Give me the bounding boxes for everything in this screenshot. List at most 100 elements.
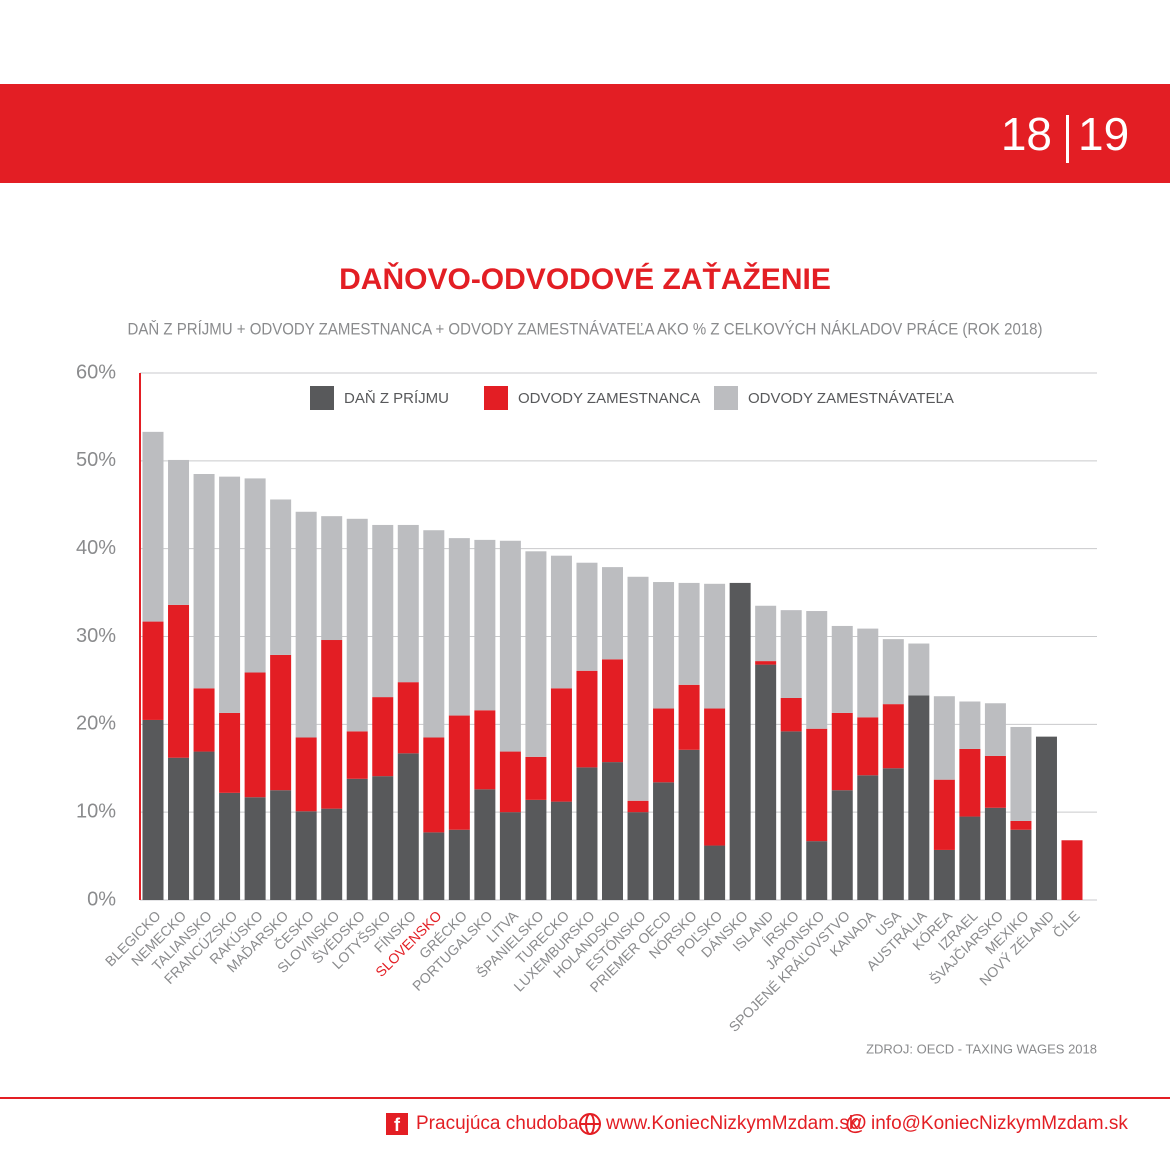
bar-segment bbox=[806, 728, 828, 842]
bar-segment bbox=[653, 582, 675, 709]
bar-segment bbox=[474, 789, 496, 900]
bar-segment bbox=[627, 812, 649, 900]
bar-segment bbox=[831, 790, 853, 900]
bar-segment bbox=[270, 499, 292, 655]
bar-segment bbox=[627, 800, 649, 813]
bar-segment bbox=[168, 757, 190, 900]
legend-swatch bbox=[484, 386, 508, 410]
y-tick-label: 40% bbox=[76, 537, 116, 559]
bar-segment bbox=[346, 778, 368, 900]
legend-swatch bbox=[310, 386, 334, 410]
bar-segment bbox=[755, 664, 777, 900]
page-separator bbox=[1066, 115, 1069, 163]
bar-segment bbox=[933, 779, 955, 850]
bar-segment bbox=[448, 538, 470, 716]
bar-segment bbox=[831, 712, 853, 791]
bar-segment bbox=[576, 562, 598, 671]
bar-segment bbox=[525, 756, 547, 800]
bar-segment bbox=[653, 782, 675, 900]
bar-segment bbox=[346, 518, 368, 732]
bar-segment bbox=[244, 797, 266, 900]
bar-segment bbox=[959, 816, 981, 900]
bar-segment bbox=[372, 776, 394, 900]
bar-segment bbox=[780, 697, 802, 732]
bar-segment bbox=[1061, 840, 1083, 900]
bar-segment bbox=[142, 431, 164, 622]
x-tick-label: ČILE bbox=[1049, 907, 1082, 940]
bar-segment bbox=[933, 849, 955, 900]
bar-segment bbox=[550, 555, 572, 689]
chart-subtitle: DAŇ Z PRÍJMU + ODVODY ZAMESTNANCA + ODVO… bbox=[128, 319, 1043, 338]
legend-label: ODVODY ZAMESTNÁVATEĽA bbox=[748, 390, 954, 407]
page-left: 18 bbox=[1001, 108, 1052, 160]
bar-segment bbox=[550, 801, 572, 900]
bar-segment bbox=[780, 731, 802, 900]
legend-label: ODVODY ZAMESTNANCA bbox=[518, 390, 700, 407]
bar-segment bbox=[270, 654, 292, 791]
bar-segment bbox=[372, 524, 394, 698]
bar-segment bbox=[576, 767, 598, 900]
bar-segment bbox=[423, 530, 445, 738]
bar-segment bbox=[704, 583, 726, 709]
y-tick-label: 60% bbox=[76, 361, 116, 383]
bar-segment bbox=[193, 688, 215, 752]
y-tick-label: 30% bbox=[76, 625, 116, 647]
at-icon: @ bbox=[845, 1110, 866, 1135]
bar-segment bbox=[984, 703, 1006, 756]
bar-segment bbox=[193, 474, 215, 689]
bar-segment bbox=[602, 567, 623, 660]
bar-segment bbox=[423, 737, 445, 833]
bar-segment bbox=[219, 476, 241, 713]
bar-segment bbox=[550, 688, 572, 802]
bar-segment bbox=[168, 459, 190, 605]
bar-segment bbox=[576, 670, 598, 768]
bar-segment bbox=[653, 708, 675, 783]
y-tick-label: 50% bbox=[76, 449, 116, 471]
bar-segment bbox=[908, 695, 930, 900]
bar-segment bbox=[755, 605, 777, 662]
bar-segment bbox=[755, 661, 777, 665]
bar-segment bbox=[882, 768, 904, 900]
bar-segment bbox=[882, 704, 904, 769]
bar-segment bbox=[1010, 726, 1032, 821]
bar-segment bbox=[321, 516, 343, 641]
y-tick-label: 10% bbox=[76, 800, 116, 822]
bar-segment bbox=[704, 845, 726, 900]
bar-segment bbox=[244, 478, 266, 673]
bar-segment bbox=[499, 540, 521, 752]
bar-segment bbox=[602, 659, 623, 763]
bar-segment bbox=[448, 715, 470, 830]
bar-segment bbox=[1035, 736, 1057, 900]
bar-segment bbox=[933, 696, 955, 780]
bar-segment bbox=[525, 799, 547, 900]
facebook-glyph: f bbox=[394, 1115, 401, 1135]
bar-segment bbox=[193, 751, 215, 900]
footer-email[interactable]: info@KoniecNizkymMzdam.sk bbox=[871, 1113, 1128, 1134]
bar-segment bbox=[882, 639, 904, 705]
bar-segment bbox=[806, 611, 828, 729]
footer-facebook[interactable]: Pracujúca chudoba bbox=[416, 1113, 579, 1134]
bar-segment bbox=[525, 551, 547, 757]
bar-segment bbox=[295, 511, 317, 738]
legend-label: DAŇ Z PRÍJMU bbox=[344, 390, 449, 407]
globe-icon bbox=[579, 1113, 601, 1135]
bar-segment bbox=[244, 672, 266, 798]
footer-web[interactable]: www.KoniecNizkymMzdam.sk bbox=[605, 1113, 859, 1134]
bar-segment bbox=[780, 610, 802, 698]
bar-segment bbox=[321, 640, 343, 809]
bar-segment bbox=[448, 829, 470, 900]
bar-segment bbox=[474, 539, 496, 711]
bar-segment bbox=[959, 701, 981, 749]
bar-segment bbox=[984, 807, 1006, 900]
bar-segment bbox=[857, 717, 879, 776]
bar-segment bbox=[806, 841, 828, 900]
bar-segment bbox=[857, 628, 879, 718]
bar-segment bbox=[678, 749, 700, 900]
y-tick-label: 0% bbox=[87, 888, 116, 910]
page-right: 19 bbox=[1078, 108, 1129, 160]
bar-segment bbox=[499, 751, 521, 813]
bar-segment bbox=[678, 684, 700, 750]
bar-segment bbox=[678, 582, 700, 685]
bar-segment bbox=[474, 710, 496, 790]
